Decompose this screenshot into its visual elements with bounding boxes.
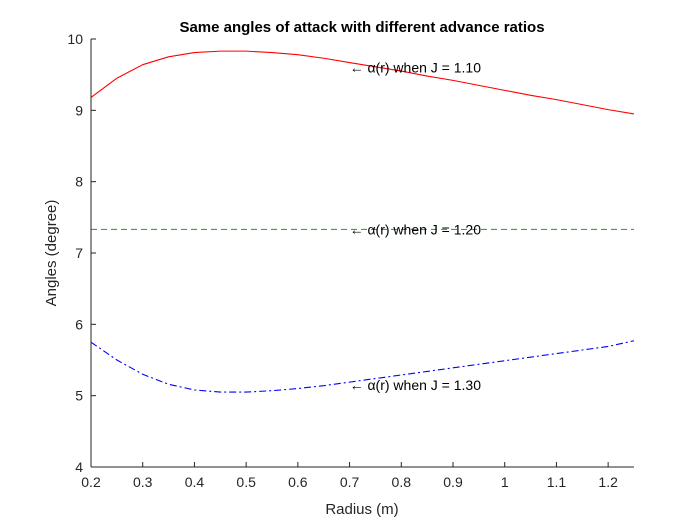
axes: 0.2 0.3 0.4 0.5 0.6 0.7 0.8 0.9 1 1.1 1.2 4 5 6 7 8 9 10 bbox=[67, 31, 634, 490]
y-axis-label: Angles (degree) bbox=[43, 200, 60, 307]
x-tick-label: 0.8 bbox=[392, 474, 412, 490]
y-tick-label: 7 bbox=[75, 245, 83, 261]
annotation-label: ← α(r) when J = 1.20 bbox=[350, 221, 482, 237]
annotation-label: ← α(r) when J = 1.30 bbox=[350, 377, 482, 393]
y-tick-label: 5 bbox=[75, 388, 83, 404]
x-tick-label: 1 bbox=[501, 474, 509, 490]
annotations: ← α(r) when J = 1.10 ← α(r) when J = 1.20… bbox=[350, 60, 482, 393]
y-tick-label: 8 bbox=[75, 174, 83, 190]
y-tick-label: 6 bbox=[75, 316, 83, 332]
series-line-j130 bbox=[90, 340, 635, 393]
chart-title: Same angles of attack with different adv… bbox=[179, 19, 544, 36]
x-tick-label: 0.3 bbox=[133, 474, 153, 490]
y-tick-label: 9 bbox=[75, 102, 83, 118]
x-tick-label: 0.4 bbox=[185, 474, 205, 490]
plot-content bbox=[90, 50, 635, 393]
y-tick-label: 4 bbox=[75, 459, 83, 475]
series-line-j110 bbox=[90, 50, 635, 115]
x-tick-label: 0.7 bbox=[340, 474, 360, 490]
x-tick-label: 1.1 bbox=[547, 474, 567, 490]
x-tick-label: 1.2 bbox=[598, 474, 618, 490]
x-axis-label: Radius (m) bbox=[325, 501, 398, 518]
x-tick-label: 0.9 bbox=[443, 474, 463, 490]
x-tick-label: 0.6 bbox=[288, 474, 308, 490]
annotation-label: ← α(r) when J = 1.10 bbox=[350, 60, 482, 76]
x-tick-label: 0.2 bbox=[81, 474, 101, 490]
plot-area bbox=[91, 39, 634, 467]
y-tick-label: 10 bbox=[67, 31, 83, 47]
x-tick-label: 0.5 bbox=[236, 474, 256, 490]
